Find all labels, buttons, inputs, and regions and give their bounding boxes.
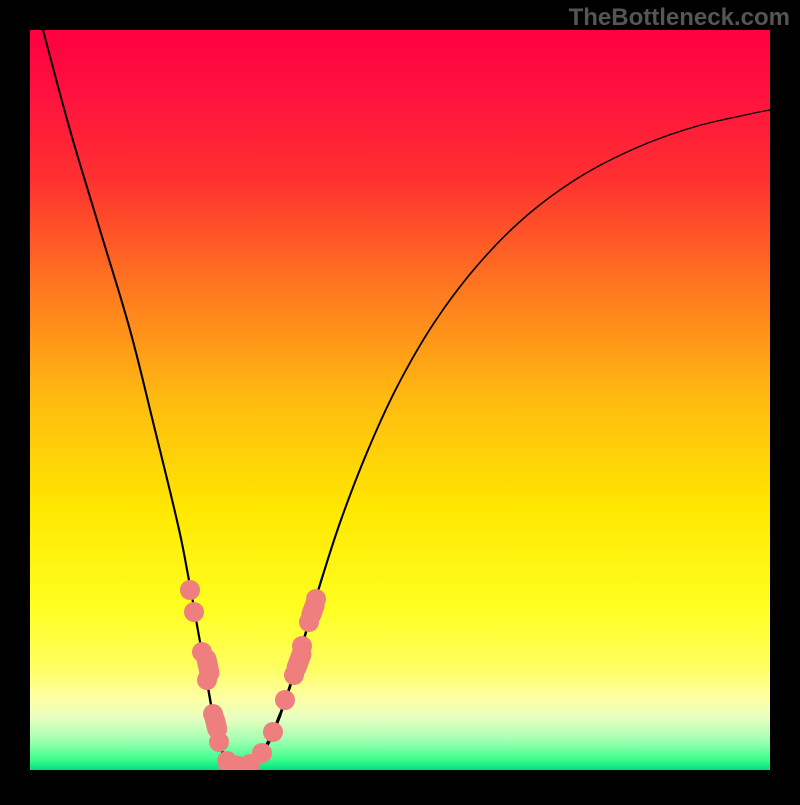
plot-background — [30, 30, 770, 770]
marker-dot — [284, 665, 304, 685]
marker-dot — [184, 602, 204, 622]
marker-dot — [275, 690, 295, 710]
marker-dot — [203, 704, 223, 724]
chart-container — [0, 0, 800, 805]
marker-dot — [197, 670, 217, 690]
marker-dot — [180, 580, 200, 600]
bottleneck-curve-chart — [0, 0, 800, 800]
marker-dot — [292, 636, 312, 656]
marker-dot — [209, 732, 229, 752]
marker-dot — [306, 589, 326, 609]
marker-dot — [192, 642, 212, 662]
marker-dot — [263, 722, 283, 742]
marker-dot — [299, 612, 319, 632]
marker-dot — [252, 743, 272, 763]
site-watermark: TheBottleneck.com — [569, 4, 790, 32]
